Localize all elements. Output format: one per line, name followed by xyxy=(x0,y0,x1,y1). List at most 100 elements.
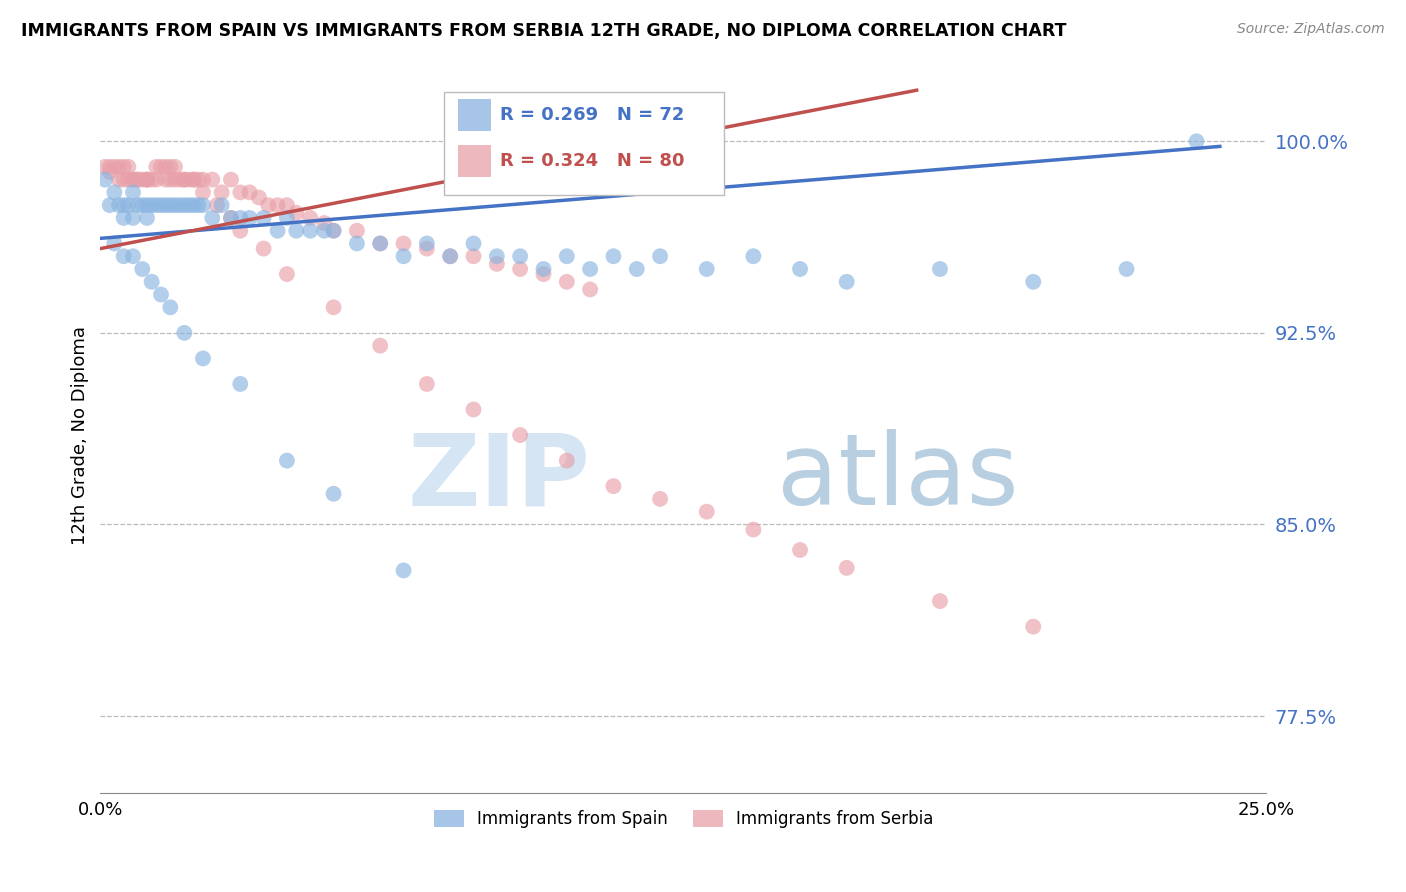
FancyBboxPatch shape xyxy=(458,99,491,131)
Point xyxy=(696,505,718,519)
Point xyxy=(648,249,671,263)
Point xyxy=(219,211,242,225)
Point xyxy=(131,198,153,212)
Point xyxy=(463,236,485,251)
Point xyxy=(163,198,186,212)
Point xyxy=(98,160,121,174)
Point xyxy=(742,523,765,537)
Point xyxy=(108,172,131,186)
FancyBboxPatch shape xyxy=(458,145,491,177)
Point xyxy=(789,543,811,558)
Legend: Immigrants from Spain, Immigrants from Serbia: Immigrants from Spain, Immigrants from S… xyxy=(427,803,941,834)
Point xyxy=(150,160,173,174)
Point xyxy=(177,172,200,186)
Point xyxy=(163,160,186,174)
Point xyxy=(122,172,145,186)
Point xyxy=(131,262,153,277)
Point xyxy=(122,211,145,225)
Point xyxy=(173,172,195,186)
Point xyxy=(648,491,671,506)
Point xyxy=(145,198,167,212)
Point xyxy=(219,172,242,186)
Point xyxy=(108,160,131,174)
Point xyxy=(229,376,252,391)
Point xyxy=(1022,619,1045,633)
Point xyxy=(368,236,391,251)
Text: R = 0.324   N = 80: R = 0.324 N = 80 xyxy=(501,152,685,169)
Point xyxy=(285,206,308,220)
Point xyxy=(276,453,298,467)
Point xyxy=(112,211,135,225)
Point xyxy=(485,257,508,271)
Point xyxy=(322,301,344,315)
Point xyxy=(145,172,167,186)
Point xyxy=(555,453,578,467)
Point xyxy=(929,262,952,277)
Point xyxy=(112,249,135,263)
Point xyxy=(127,172,149,186)
Point xyxy=(463,249,485,263)
Point xyxy=(835,275,858,289)
FancyBboxPatch shape xyxy=(444,92,724,195)
Point xyxy=(485,249,508,263)
Point xyxy=(112,160,135,174)
Point xyxy=(183,198,205,212)
Text: Source: ZipAtlas.com: Source: ZipAtlas.com xyxy=(1237,22,1385,37)
Point xyxy=(211,186,233,200)
Point xyxy=(169,172,191,186)
Point xyxy=(229,211,252,225)
Point xyxy=(239,211,262,225)
Point xyxy=(439,249,461,263)
Point xyxy=(555,275,578,289)
Point xyxy=(169,198,191,212)
Point xyxy=(150,198,173,212)
Point xyxy=(1115,262,1137,277)
Point xyxy=(94,160,117,174)
Point xyxy=(322,487,344,501)
Point xyxy=(285,224,308,238)
Point xyxy=(439,249,461,263)
Point xyxy=(314,224,336,238)
Point xyxy=(163,172,186,186)
Point xyxy=(276,211,298,225)
Point xyxy=(299,224,322,238)
Text: IMMIGRANTS FROM SPAIN VS IMMIGRANTS FROM SERBIA 12TH GRADE, NO DIPLOMA CORRELATI: IMMIGRANTS FROM SPAIN VS IMMIGRANTS FROM… xyxy=(21,22,1067,40)
Point xyxy=(155,172,177,186)
Point xyxy=(122,186,145,200)
Point xyxy=(789,262,811,277)
Point xyxy=(177,198,200,212)
Point xyxy=(155,198,177,212)
Point xyxy=(159,198,181,212)
Point xyxy=(509,262,531,277)
Point xyxy=(299,211,322,225)
Point xyxy=(219,211,242,225)
Point xyxy=(1022,275,1045,289)
Point xyxy=(173,198,195,212)
Point xyxy=(257,198,280,212)
Point xyxy=(205,198,228,212)
Point xyxy=(555,249,578,263)
Point xyxy=(112,198,135,212)
Point xyxy=(276,267,298,281)
Point xyxy=(368,236,391,251)
Point xyxy=(1185,134,1208,148)
Point xyxy=(191,351,214,366)
Point xyxy=(173,172,195,186)
Point xyxy=(392,563,415,577)
Point xyxy=(602,249,624,263)
Point xyxy=(183,172,205,186)
Point xyxy=(103,186,125,200)
Point xyxy=(346,236,368,251)
Point xyxy=(191,186,214,200)
Point xyxy=(141,275,163,289)
Point xyxy=(368,338,391,352)
Point xyxy=(159,160,181,174)
Point xyxy=(835,561,858,575)
Point xyxy=(136,211,159,225)
Point xyxy=(122,249,145,263)
Point xyxy=(229,224,252,238)
Point xyxy=(533,262,555,277)
Point xyxy=(392,249,415,263)
Point xyxy=(94,172,117,186)
Point xyxy=(136,172,159,186)
